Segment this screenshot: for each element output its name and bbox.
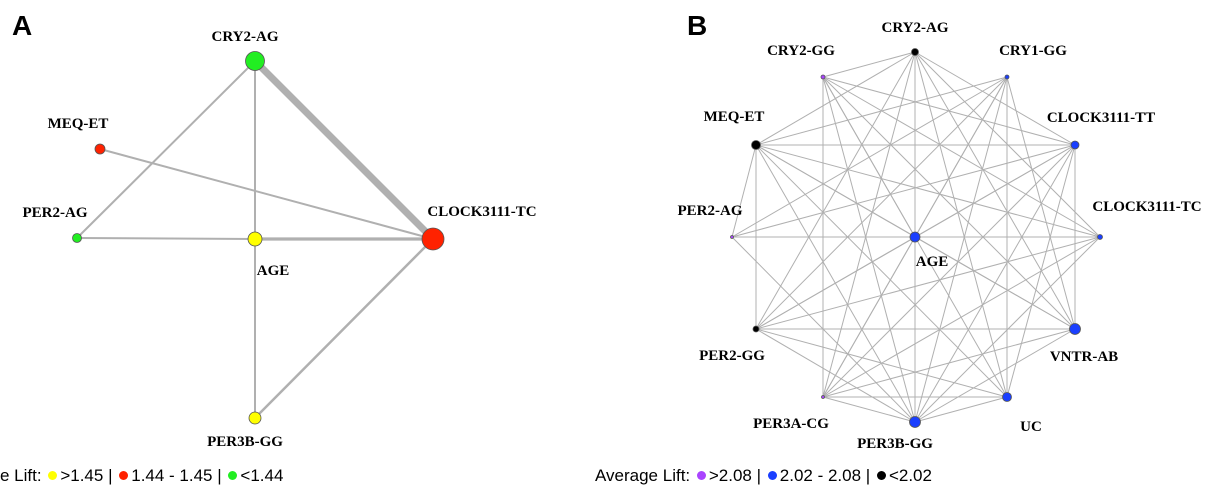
edge-cry2-gg-per3b-gg xyxy=(822,76,916,423)
edges xyxy=(731,51,1101,423)
node-label-cry2-ag: CRY2-AG xyxy=(882,20,949,36)
edge-cry2-ag-per3a-cg xyxy=(822,51,916,398)
edges xyxy=(76,57,437,420)
edge-meq-et-clock3111-tc xyxy=(99,148,434,240)
edge-cry1-gg-per2-gg xyxy=(755,76,1008,330)
legend-separator: | xyxy=(217,466,222,485)
node-clock3111-tc xyxy=(421,227,445,251)
edge-clock3111-tt-per3a-cg xyxy=(822,144,1076,398)
edge-uc-per3b-gg xyxy=(914,396,1008,423)
node-clock3111-tc xyxy=(1097,234,1103,240)
node-age xyxy=(909,231,921,243)
edge-cry2-ag-clock3111-tc xyxy=(251,57,437,243)
panel-letter-b: B xyxy=(687,10,708,41)
legend-dot-black xyxy=(876,471,886,481)
legend-dot-green xyxy=(228,471,238,481)
node-label-per2-ag: PER2-AG xyxy=(23,205,88,221)
legend-prefix: Average Lift: xyxy=(595,466,691,485)
edge-cry1-gg-age xyxy=(914,76,1008,238)
legend-separator: | xyxy=(108,466,113,485)
node-label-cry2-gg: CRY2-GG xyxy=(767,43,835,59)
node-per3b-gg xyxy=(909,416,921,428)
legend-separator: | xyxy=(756,466,762,485)
edge-cry2-gg-vntr-ab xyxy=(822,76,1076,330)
network-a: CRY2-AG MEQ-ET PER2-AG AGE CLOCK3111-TC PER3B… xyxy=(23,29,537,450)
edge-cry2-ag-per2-ag xyxy=(76,60,256,239)
edge-cry1-gg-meq-et xyxy=(755,76,1008,146)
legend-a: e Lift: >1.45 | 1.44 - 1.45 | <1.44 xyxy=(0,466,283,486)
node-label-age: AGE xyxy=(257,263,290,279)
node-per2-ag xyxy=(730,235,734,239)
node-per2-ag xyxy=(72,233,82,243)
node-label-vntr-ab: VNTR-AB xyxy=(1050,349,1118,365)
legend-dot-blue xyxy=(767,471,777,481)
panel-a: CRY2-AG MEQ-ET PER2-AG AGE CLOCK3111-TC PER3B… xyxy=(0,0,600,491)
node-meq-et xyxy=(751,140,761,150)
node-label-meq-et: MEQ-ET xyxy=(704,109,765,125)
node-cry2-gg xyxy=(820,74,826,80)
node-vntr-ab xyxy=(1069,323,1081,335)
legend-label: 1.44 - 1.45 xyxy=(131,466,213,485)
legend-prefix: e Lift: xyxy=(0,466,42,485)
legend-b: Average Lift: >2.08 | 2.02 - 2.08 | <2.0… xyxy=(595,466,932,486)
legend-separator: | xyxy=(865,466,871,485)
node-cry2-ag xyxy=(911,48,919,56)
node-clock3111-tt xyxy=(1070,140,1080,150)
node-label-per3b-gg: PER3B-GG xyxy=(207,434,283,450)
node-age xyxy=(247,231,263,247)
edge-clock3111-tc-per2-gg xyxy=(755,236,1101,330)
network-b: CRY2-AG CRY2-GG CRY1-GG MEQ-ET CLOCK3111-TT P… xyxy=(678,20,1202,452)
edge-clock3111-tc-per3b-gg xyxy=(253,237,435,420)
edge-cry1-gg-per3b-gg xyxy=(914,76,1008,423)
legend-label: >2.08 xyxy=(708,466,752,485)
node-label-per2-gg: PER2-GG xyxy=(699,348,765,364)
edge-meq-et-per2-ag xyxy=(731,144,757,238)
legend-dot-purple xyxy=(696,471,706,481)
node-label-age: AGE xyxy=(916,254,949,270)
node-label-per2-ag: PER2-AG xyxy=(678,203,743,219)
node-label-clock3111-tc: CLOCK3111-TC xyxy=(427,204,536,220)
edge-per2-ag-age xyxy=(76,237,256,240)
edge-clock3111-tc-per3a-cg xyxy=(822,236,1101,398)
node-label-meq-et: MEQ-ET xyxy=(48,116,109,132)
edge-cry1-gg-per2-ag xyxy=(731,76,1008,238)
legend-label: <1.44 xyxy=(240,466,284,485)
edge-cry2-ag-uc xyxy=(914,51,1008,398)
edge-per2-gg-age xyxy=(755,236,916,330)
legend-dot-red xyxy=(119,471,129,481)
node-per3a-cg xyxy=(821,395,825,399)
edge-per3a-cg-age xyxy=(822,236,916,398)
legend-label: >1.45 xyxy=(60,466,104,485)
node-label-clock3111-tt: CLOCK3111-TT xyxy=(1047,110,1155,126)
node-per3b-gg xyxy=(248,411,262,425)
node-label-per3a-cg: PER3A-CG xyxy=(753,416,829,432)
node-cry2-ag xyxy=(245,51,265,71)
legend-dot-yellow xyxy=(48,471,58,481)
legend-label: <2.02 xyxy=(888,466,932,485)
edge-meq-et-age xyxy=(755,144,916,238)
node-meq-et xyxy=(94,143,106,155)
edge-clock3111-tt-per2-ag xyxy=(731,144,1076,238)
edge-cry2-ag-cry2-gg xyxy=(822,51,916,78)
node-uc xyxy=(1002,392,1012,402)
node-label-clock3111-tc: CLOCK3111-TC xyxy=(1092,199,1201,215)
node-per2-gg xyxy=(752,325,760,333)
node-label-uc: UC xyxy=(1020,419,1042,435)
node-label-cry2-ag: CRY2-AG xyxy=(212,29,279,45)
edge-meq-et-clock3111-tc xyxy=(755,144,1101,238)
edge-per2-gg-uc xyxy=(755,328,1008,398)
panel-letter-a: A xyxy=(12,10,33,41)
edge-vntr-ab-per3a-cg xyxy=(822,328,1076,398)
panel-b: CRY2-AG CRY2-GG CRY1-GG MEQ-ET CLOCK3111-TT P… xyxy=(595,0,1224,491)
node-cry1-gg xyxy=(1004,74,1010,80)
edge-vntr-ab-per3b-gg xyxy=(914,328,1076,423)
edge-meq-et-uc xyxy=(755,144,1008,398)
node-label-per3b-gg: PER3B-GG xyxy=(857,436,933,452)
edge-per3a-cg-per3b-gg xyxy=(822,396,916,423)
edge-vntr-ab-age xyxy=(914,236,1076,330)
legend-label: 2.02 - 2.08 xyxy=(779,466,862,485)
edge-clock3111-tt-age xyxy=(914,144,1076,238)
node-label-cry1-gg: CRY1-GG xyxy=(999,43,1067,59)
